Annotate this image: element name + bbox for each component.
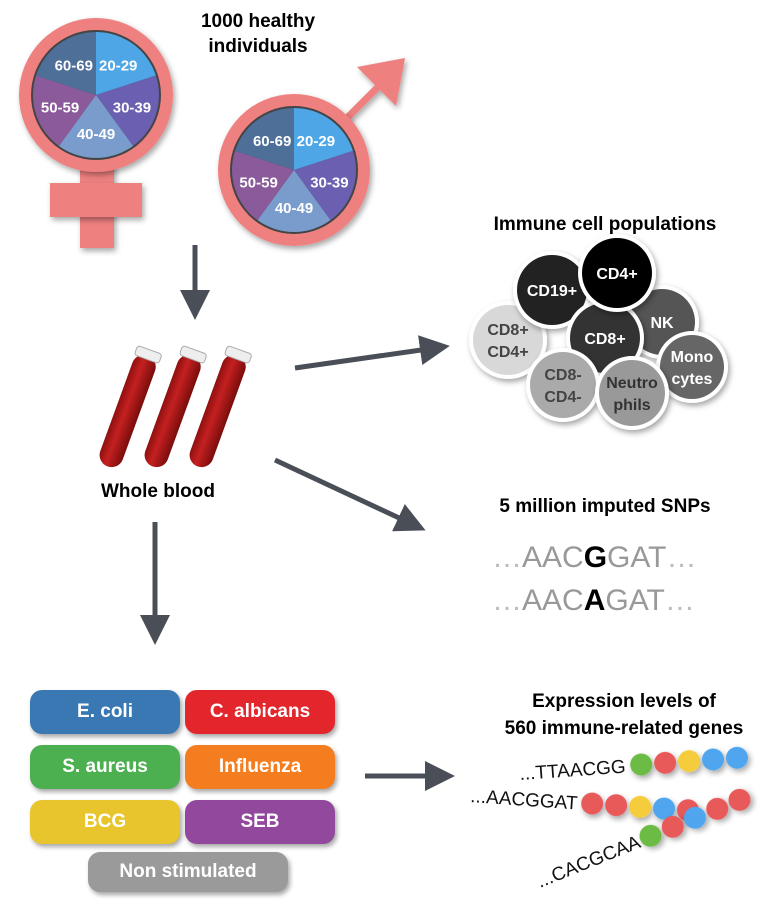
snps-title: 5 million imputed SNPs bbox=[499, 496, 710, 517]
gene-sequence: ...CACGCAA bbox=[534, 832, 644, 893]
expression-bead bbox=[702, 748, 725, 771]
age-slice bbox=[294, 150, 357, 221]
cell-cd8cd4: CD8+ CD4+ bbox=[469, 301, 547, 379]
expression-bead bbox=[683, 806, 706, 829]
cell-label: CD4+ bbox=[596, 266, 637, 283]
male-symbol: 20-29 30-39 40-49 50-59 60-69 bbox=[218, 58, 405, 246]
cell-label: NK bbox=[650, 315, 674, 332]
stimulus-c-albicans: C. albicans bbox=[185, 690, 335, 734]
expression-bead bbox=[654, 751, 677, 774]
stimulus-bcg: BCG bbox=[30, 800, 180, 844]
cell-label: CD4- bbox=[544, 389, 581, 406]
age-slice bbox=[58, 95, 134, 158]
arrow-to-cells bbox=[294, 335, 450, 371]
age-slice bbox=[257, 170, 331, 233]
snp-seq-1: …AACGGAT… bbox=[492, 541, 696, 574]
expression-bead bbox=[630, 753, 653, 776]
cell-cd8cd4: CD8- CD4- bbox=[526, 348, 600, 422]
gene-sequence: ...AACGGAT bbox=[470, 786, 579, 814]
age-slice bbox=[33, 75, 96, 146]
age-slice bbox=[96, 32, 156, 95]
stimulus-label: S. aureus bbox=[62, 756, 148, 777]
age-label: 30-39 bbox=[310, 174, 348, 191]
age-label: 50-59 bbox=[239, 174, 277, 191]
stimulus-label: Influenza bbox=[218, 756, 302, 777]
expression-bead bbox=[605, 794, 628, 817]
stimulus-s-aureus: S. aureus bbox=[30, 745, 180, 789]
arrow-to-snps bbox=[273, 457, 426, 532]
expression-bead bbox=[678, 750, 701, 773]
cell-monocytes: Mono cytes bbox=[656, 331, 728, 403]
gene-row: ...TTAACGG bbox=[519, 746, 748, 785]
age-label: 50-59 bbox=[41, 100, 79, 117]
cell-label: CD19+ bbox=[527, 283, 577, 300]
cell-cd19: CD19+ bbox=[513, 251, 591, 329]
cell-label: CD8- bbox=[544, 367, 581, 384]
stimulus-influenza: Influenza bbox=[185, 745, 335, 789]
age-slice bbox=[96, 75, 159, 146]
stimulus-label: E. coli bbox=[77, 701, 133, 722]
expression-bead bbox=[706, 797, 729, 820]
stimulus-non-stimulated: Non stimulated bbox=[88, 852, 288, 892]
whole-blood-label: Whole blood bbox=[101, 481, 215, 502]
stimulus-label: Non stimulated bbox=[119, 861, 257, 882]
stimulus-label: C. albicans bbox=[209, 701, 311, 722]
age-label: 20-29 bbox=[99, 57, 137, 74]
age-label: 40-49 bbox=[77, 126, 115, 143]
title-line-1: 1000 healthy bbox=[201, 11, 315, 32]
expression-bead bbox=[728, 788, 751, 811]
cell-neutrophils: Neutro phils bbox=[595, 356, 669, 430]
age-slice bbox=[294, 108, 353, 170]
age-label: 30-39 bbox=[113, 100, 151, 117]
cell-label: cytes bbox=[672, 371, 713, 388]
flow-arrows bbox=[140, 245, 455, 791]
cell-label: Mono bbox=[671, 349, 714, 366]
immune-cells: CD8+ CD4+ CD19+ NK CD8+ CD4+ Mono cytes CD8- CD4-… bbox=[469, 234, 728, 430]
cell-label: Neutro bbox=[606, 375, 658, 392]
stimulus-label: SEB bbox=[240, 811, 280, 832]
title-line-2: individuals bbox=[208, 36, 307, 57]
snp-sequences: …AACGGAT… …AACAGAT… bbox=[492, 541, 696, 617]
expression-bead bbox=[639, 824, 662, 847]
stimulus-e-coli: E. coli bbox=[30, 690, 180, 734]
age-slice bbox=[232, 150, 294, 221]
gene-sequence: ...TTAACGG bbox=[519, 757, 626, 785]
cell-label: CD8+ bbox=[487, 322, 528, 339]
expression-bead bbox=[581, 792, 604, 815]
blood-tubes-icon bbox=[99, 345, 252, 468]
cell-cd4: CD4+ bbox=[578, 234, 656, 312]
gene-row: ...AACGGAT bbox=[470, 786, 699, 822]
age-label: 60-69 bbox=[253, 133, 291, 150]
immune-title: Immune cell populations bbox=[494, 214, 717, 235]
snp-seq-2: …AACAGAT… bbox=[492, 584, 695, 617]
age-label: 20-29 bbox=[297, 133, 335, 150]
age-slice bbox=[36, 32, 96, 95]
expression-bead bbox=[629, 795, 652, 818]
stimulus-seb: SEB bbox=[185, 800, 335, 844]
stimulus-label: BCG bbox=[83, 811, 127, 832]
gene-expression-rows: ...TTAACGG...AACGGAT ...CACGCAA bbox=[470, 746, 751, 893]
cell-label: phils bbox=[613, 397, 650, 414]
age-label: 40-49 bbox=[275, 200, 313, 217]
blood-tube bbox=[189, 345, 252, 468]
expression-bead bbox=[725, 746, 748, 769]
expression-title-1: Expression levels of bbox=[532, 691, 716, 712]
blood-tube bbox=[99, 345, 162, 468]
age-slice bbox=[235, 108, 294, 170]
cell-label: CD4+ bbox=[487, 344, 528, 361]
female-symbol: 20-29 30-39 40-49 50-59 60-69 bbox=[19, 18, 173, 248]
expression-title-2: 560 immune-related genes bbox=[505, 718, 744, 739]
expression-bead bbox=[661, 815, 684, 838]
expression-bead bbox=[653, 797, 676, 820]
blood-tube bbox=[144, 345, 207, 468]
age-label: 60-69 bbox=[55, 57, 93, 74]
cell-label: CD8+ bbox=[584, 331, 625, 348]
